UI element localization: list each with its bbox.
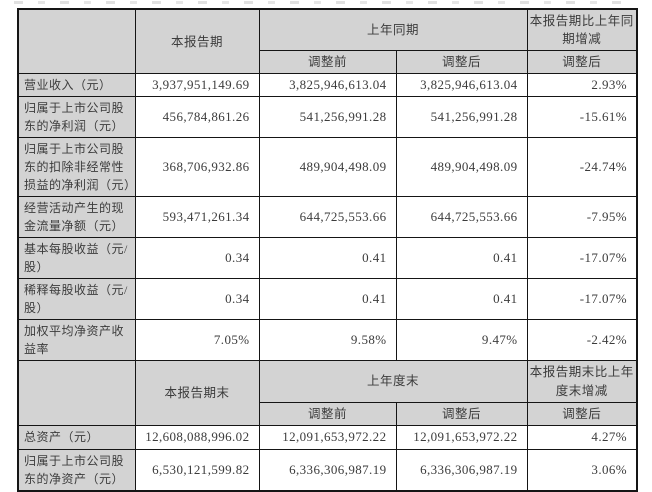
value-change: 2.93% [526,73,638,98]
metric-label: 归属于上市公司股东的扣除非经常性损益的净利润（元） [17,137,136,198]
value-after-adjust: 541,256,991.28 [395,96,528,139]
key-financials-table: 本报告期 上年同期 本报告期比上年同期增减 调整前 调整后 调整后 营业收入（元… [17,8,639,492]
col-header-current-period-end: 本报告期末 [134,360,260,426]
value-after-adjust: 3,825,946,613.04 [395,73,528,98]
col-header-prior-period-group: 上年同期 [258,8,528,52]
header-row-period-end: 本报告期末 上年度末 本报告期末比上年度末增减 [17,360,638,426]
value-current: 0.34 [134,237,260,280]
subheader-before-adjust: 调整前 [258,50,397,75]
metric-label: 加权平均净资产收益率 [17,319,136,362]
value-current: 368,706,932.86 [134,137,260,198]
value-before-adjust: 0.41 [258,278,397,321]
value-after-adjust: 9.47% [395,319,528,362]
subheader-change-after-adjust: 调整后 [526,401,638,426]
subheader-row-adjust: 调整前 调整后 调整后 [18,50,638,75]
table-row: 经营活动产生的现金流量净额（元） 593,471,261.34 644,725,… [17,196,638,239]
value-after-adjust: 644,725,553.66 [395,196,528,239]
subheader-change-after-adjust: 调整后 [526,50,638,75]
value-after-adjust: 6,336,306,987.19 [395,448,528,492]
subheader-row-adjust: 调整前 调整后 调整后 [18,401,638,426]
table-row: 加权平均净资产收益率 7.05% 9.58% 9.47% -2.42% [17,319,638,362]
table-row: 归属于上市公司股东的净利润（元） 456,784,861.26 541,256,… [17,96,638,139]
metric-label: 经营活动产生的现金流量净额（元） [17,196,136,239]
value-change: -17.07% [526,278,638,321]
metric-label: 归属于上市公司股东的净利润（元） [17,96,136,139]
value-change: -15.61% [526,96,638,139]
value-after-adjust: 0.41 [395,278,528,321]
value-before-adjust: 6,336,306,987.19 [258,448,397,492]
table-row: 营业收入（元） 3,937,951,149.69 3,825,946,613.0… [17,73,638,98]
value-before-adjust: 9.58% [258,319,397,362]
metric-label: 归属于上市公司股东的净资产（元） [17,448,136,492]
value-change: -7.95% [526,196,638,239]
table-row: 归属于上市公司股东的净资产（元） 6,530,121,599.82 6,336,… [17,448,638,492]
value-current: 6,530,121,599.82 [134,448,260,492]
value-before-adjust: 12,091,653,972.22 [258,424,397,450]
value-before-adjust: 644,725,553.66 [258,196,397,239]
table-row: 归属于上市公司股东的扣除非经常性损益的净利润（元） 368,706,932.86… [17,137,638,198]
value-before-adjust: 541,256,991.28 [258,96,397,139]
metric-label: 稀释每股收益（元/股） [17,278,136,321]
table-row: 稀释每股收益（元/股） 0.34 0.41 0.41 -17.07% [17,278,638,321]
table-row: 基本每股收益（元/股） 0.34 0.41 0.41 -17.07% [17,237,638,280]
header-row-period: 本报告期 上年同期 本报告期比上年同期增减 [17,8,638,75]
col-header-change-end-group: 本报告期末比上年度末增减 [526,360,638,403]
cropped-text-remnant [14,1,634,4]
corner-cell [17,360,136,426]
col-header-change-group: 本报告期比上年同期增减 [526,8,638,52]
value-after-adjust: 489,904,498.09 [395,137,528,198]
value-change: -17.07% [526,237,638,280]
value-before-adjust: 489,904,498.09 [258,137,397,198]
value-before-adjust: 3,825,946,613.04 [258,73,397,98]
value-after-adjust: 0.41 [395,237,528,280]
value-change: -2.42% [526,319,638,362]
value-current: 12,608,088,996.02 [134,424,260,450]
value-current: 3,937,951,149.69 [134,73,260,98]
metric-label: 总资产（元） [17,424,136,450]
value-change: 4.27% [526,424,638,450]
value-change: 3.06% [526,448,638,492]
table-row: 总资产（元） 12,608,088,996.02 12,091,653,972.… [17,424,638,450]
subheader-after-adjust: 调整后 [395,401,528,426]
value-current: 593,471,261.34 [134,196,260,239]
value-current: 456,784,861.26 [134,96,260,139]
metric-label: 营业收入（元） [17,73,136,98]
value-current: 7.05% [134,319,260,362]
subheader-after-adjust: 调整后 [395,50,528,75]
value-current: 0.34 [134,278,260,321]
subheader-before-adjust: 调整前 [258,401,397,426]
value-after-adjust: 12,091,653,972.22 [395,424,528,450]
corner-cell [17,8,136,75]
metric-label: 基本每股收益（元/股） [17,237,136,280]
value-change: -24.74% [526,137,638,198]
col-header-current-period: 本报告期 [134,8,260,75]
col-header-prior-year-end-group: 上年度末 [258,360,528,403]
value-before-adjust: 0.41 [258,237,397,280]
